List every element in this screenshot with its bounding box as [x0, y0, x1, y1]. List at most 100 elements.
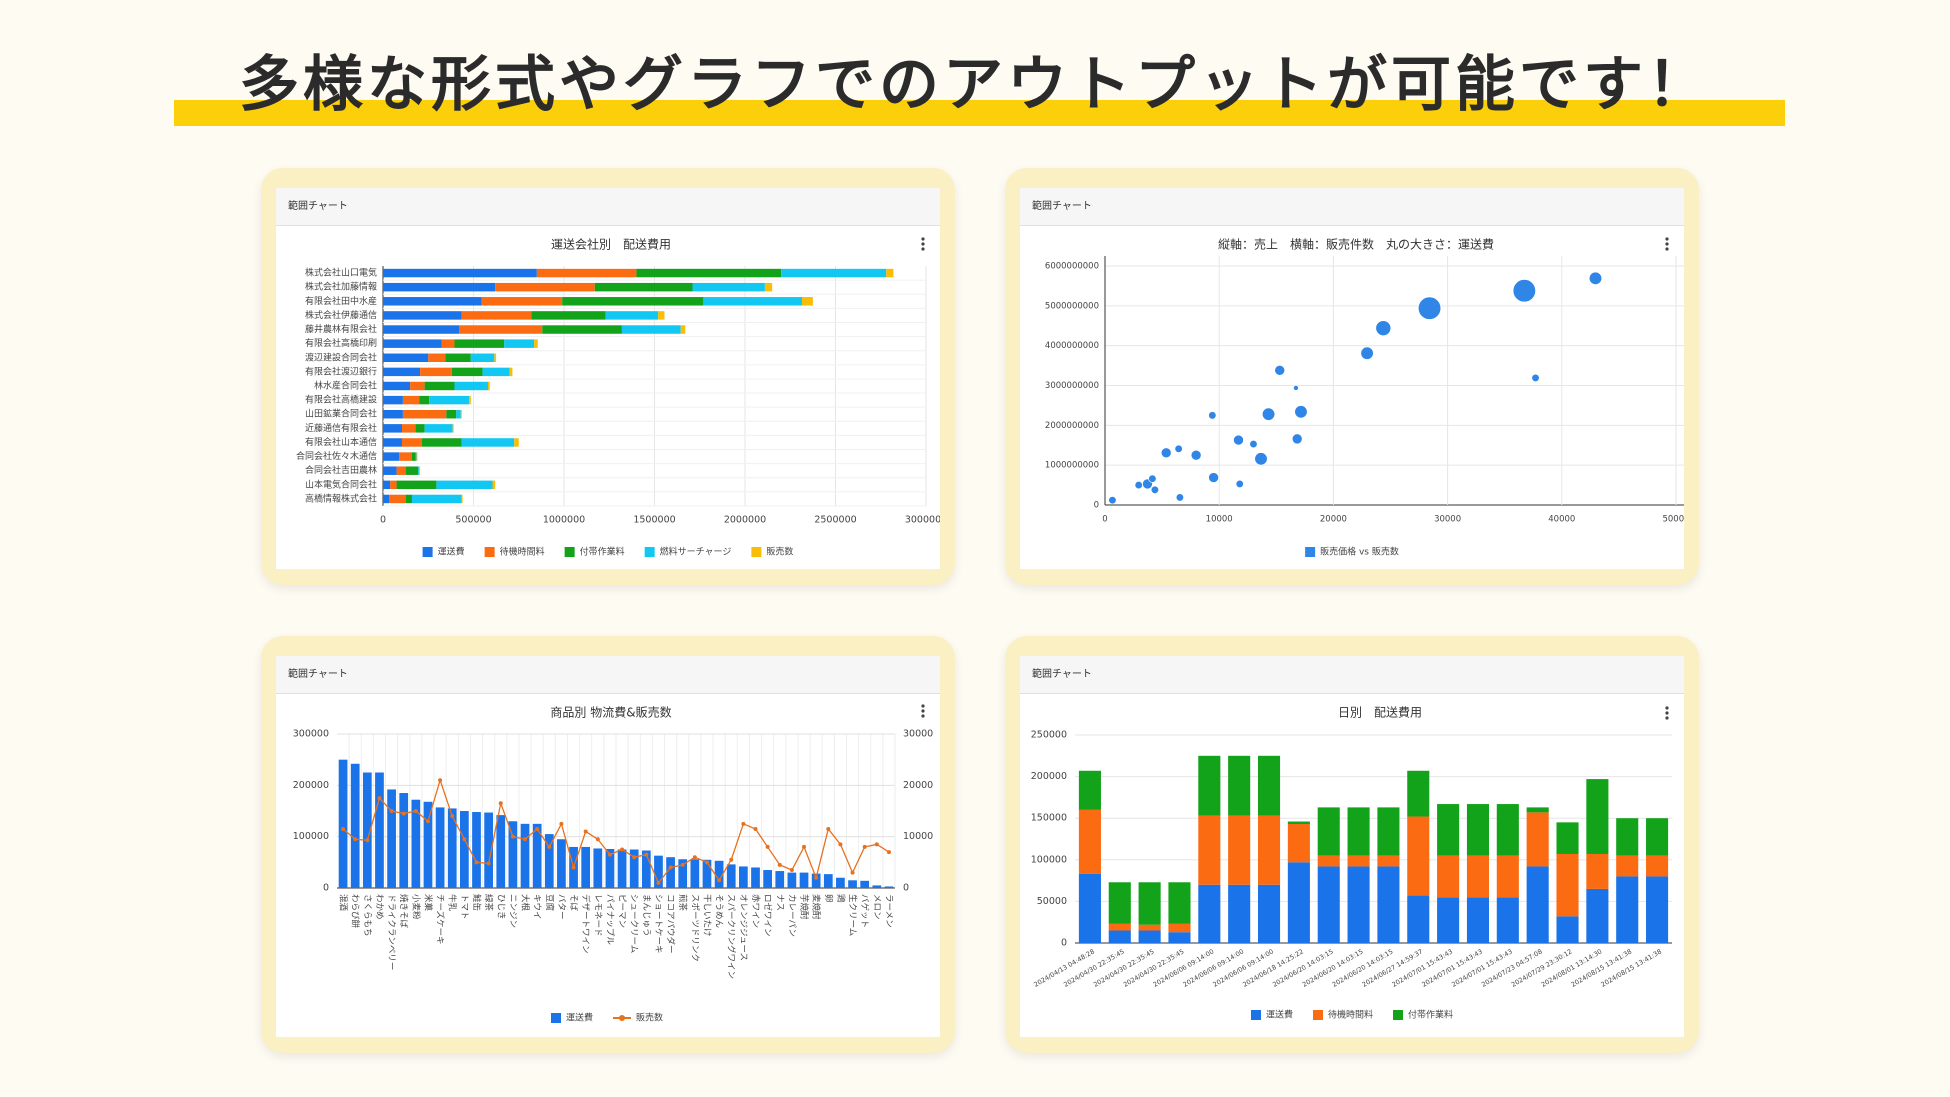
- chart-panel: 範囲チャート 運送会社別 配送費用 0 500000 1000000 1500000 20…: [276, 188, 940, 569]
- line-point: [704, 860, 709, 865]
- bar-segment: [680, 325, 686, 334]
- bar-segment: [764, 282, 773, 292]
- bar-segment: [1616, 818, 1639, 856]
- bar-segment: [416, 452, 418, 461]
- legend-label: 運送費: [1266, 1009, 1293, 1021]
- bar-segment: [1138, 924, 1161, 931]
- x-tick-label: レモネード: [592, 894, 602, 937]
- bar: [387, 789, 396, 888]
- line-point: [850, 870, 855, 875]
- menu-icon[interactable]: [921, 237, 925, 251]
- chart: 運送会社別 配送費用 0 500000 1000000 1500000 2000000 25…: [296, 237, 940, 558]
- bar-segment: [396, 480, 437, 490]
- bubble: [1512, 279, 1536, 303]
- line-point: [838, 842, 843, 847]
- menu-icon[interactable]: [1665, 706, 1669, 720]
- bar-segment: [424, 381, 455, 391]
- bar-segment: [531, 311, 606, 320]
- line-point: [353, 837, 358, 842]
- title-underline: [174, 100, 1785, 126]
- bar-segment: [886, 268, 894, 278]
- bar-segment: [383, 268, 537, 278]
- bar-segment: [419, 466, 421, 475]
- x-tick-label: 緑茶: [483, 894, 494, 912]
- bubble: [1160, 447, 1172, 459]
- line-point: [571, 865, 576, 870]
- bar: [375, 772, 384, 888]
- bar-segment: [504, 339, 535, 348]
- bar-segment: [494, 353, 497, 362]
- y-tick-label: 林水産合同会社: [314, 380, 377, 392]
- bar-segment: [1646, 876, 1669, 943]
- line-point: [474, 860, 479, 865]
- card: 範囲チャート 商品別 物流費&販売数 0 100000 200000 300000 0 10…: [261, 636, 955, 1053]
- bubble: [1418, 296, 1442, 320]
- x-tick-label: ショートケーキ: [653, 894, 663, 954]
- bar-segment: [1526, 807, 1549, 813]
- line-point: [559, 821, 564, 826]
- x-tick-label: 煎茶: [677, 894, 688, 912]
- y-tick-label: 50000: [1037, 896, 1067, 907]
- line-point: [789, 868, 794, 873]
- bar-segment: [383, 466, 397, 475]
- bar: [338, 759, 348, 888]
- legend-item: 付帯作業料: [564, 546, 625, 558]
- x-tick-label: オレンジジュース: [738, 894, 748, 961]
- bar: [508, 821, 518, 888]
- menu-icon[interactable]: [1665, 237, 1669, 251]
- legend-label: 燃料サーチャージ: [660, 546, 732, 558]
- chart-title: 日別 配送費用: [1338, 705, 1422, 720]
- y-tick-label: 1000000000: [1045, 461, 1099, 471]
- bar-segment: [1437, 855, 1460, 898]
- bar-segment: [470, 353, 495, 362]
- x-tick-label: 0: [1102, 515, 1107, 525]
- bar-segment: [1317, 866, 1340, 943]
- bar-segment: [1377, 855, 1400, 867]
- x-tick-label: パイナップル: [604, 894, 614, 945]
- bar: [739, 866, 748, 888]
- bar-segment: [461, 438, 515, 447]
- bar-segment: [383, 367, 421, 377]
- line-point: [814, 875, 819, 880]
- bar-segment: [1616, 876, 1639, 943]
- x-tick-label: 0: [380, 515, 386, 526]
- bar: [435, 807, 445, 888]
- bar-segment: [1616, 855, 1639, 877]
- bar: [593, 848, 603, 888]
- bar: [520, 823, 530, 888]
- bar-segment: [1168, 932, 1191, 943]
- line-point: [498, 801, 503, 806]
- x-tick-label: そば: [568, 894, 578, 912]
- bar-segment: [482, 367, 510, 377]
- bar-segment: [1586, 779, 1609, 854]
- menu-icon[interactable]: [921, 704, 925, 718]
- x-tick-label: 芋焼酎: [799, 894, 810, 920]
- line-point: [692, 855, 697, 860]
- bubble: [1588, 271, 1603, 285]
- chart-panel: 範囲チャート 日別 配送費用 0 50000 100000 150000 200000 25…: [1020, 656, 1684, 1037]
- y-tick-label: 株式会社伊藤通信: [305, 309, 377, 321]
- legend-item: 販売価格 vs 販売数: [1305, 546, 1399, 558]
- line-point: [607, 852, 612, 857]
- panel-header: 範囲チャート: [1020, 656, 1684, 694]
- line-point: [450, 814, 455, 819]
- line-point: [644, 852, 649, 857]
- bubble: [1291, 433, 1303, 445]
- bar-segment: [536, 268, 637, 278]
- line-point: [620, 847, 625, 852]
- x-tick-label: ココアパウダー: [665, 894, 676, 954]
- y-tick-label: 250000: [1031, 730, 1067, 741]
- bar-segment: [451, 367, 483, 377]
- bar: [605, 848, 615, 888]
- bar-segment: [1228, 884, 1251, 943]
- bar-segment: [454, 339, 505, 348]
- panel-header: 範囲チャート: [276, 188, 940, 226]
- legend-item: 待機時間料: [1312, 1009, 1373, 1021]
- bar-segment: [383, 395, 403, 405]
- y-tick-label: 150000: [1031, 813, 1067, 824]
- bar-segment: [461, 311, 532, 320]
- bar-segment: [1287, 824, 1310, 863]
- y-tick-label: 0: [1094, 501, 1099, 511]
- legend-swatch: [1250, 1010, 1261, 1020]
